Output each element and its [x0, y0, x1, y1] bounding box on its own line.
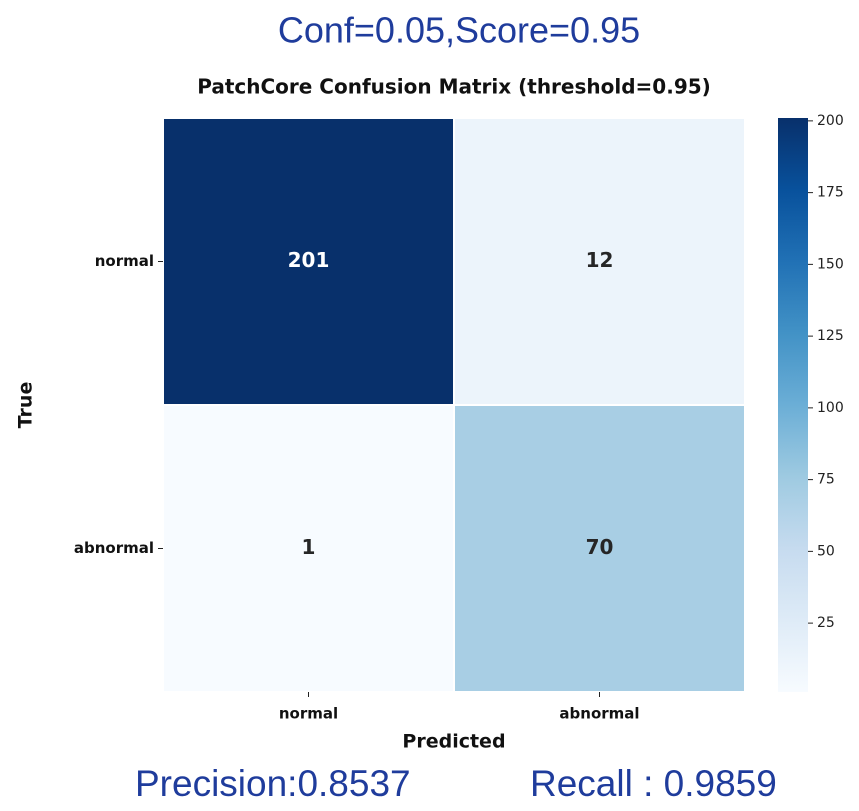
colorbar: [778, 118, 808, 692]
cell-label: 201: [288, 248, 330, 272]
y-axis-label: True: [15, 382, 37, 429]
chart-title: PatchCore Confusion Matrix (threshold=0.…: [197, 75, 711, 99]
colorbar-tick-label: 125: [817, 328, 844, 344]
heatmap-cell: [162, 117, 455, 406]
x-tick-label: abnormal: [559, 705, 639, 723]
y-tick-label: normal: [95, 252, 154, 270]
annotation: Recall : 0.9859: [530, 763, 777, 804]
colorbar-tick-label: 200: [817, 113, 844, 129]
colorbar-tick-label: 75: [817, 472, 835, 488]
cell-label: 70: [586, 535, 614, 559]
x-tick-label: normal: [279, 705, 338, 723]
colorbar-tick-label: 100: [817, 400, 844, 416]
y-tick-label: abnormal: [74, 539, 154, 557]
header: Conf=0.05,Score=0.95: [278, 10, 640, 51]
cell-label: 12: [586, 248, 614, 272]
annotation: Precision:0.8537: [135, 763, 411, 804]
cell-label: 1: [302, 535, 316, 559]
colorbar-tick-label: 175: [817, 185, 844, 201]
x-axis-label: Predicted: [402, 731, 505, 753]
colorbar-tick-label: 25: [817, 615, 835, 631]
heatmap-cell: [453, 117, 746, 406]
heatmap-cell: [453, 404, 746, 693]
heatmap-cell: [162, 404, 455, 693]
colorbar-tick-label: 150: [817, 256, 844, 272]
colorbar-tick-label: 50: [817, 543, 835, 559]
